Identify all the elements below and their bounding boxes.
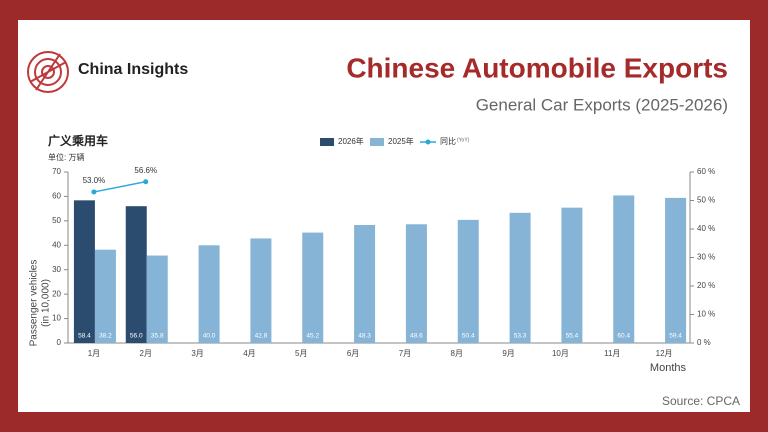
x-tick-label: 3月	[191, 349, 203, 358]
y-label: Passenger vehicles	[29, 260, 40, 347]
bar	[405, 224, 427, 343]
x-tick-label: 4月	[243, 349, 255, 358]
bar-value-label: 59.4	[669, 333, 682, 340]
bar	[73, 200, 95, 343]
bar	[302, 232, 324, 343]
y-tick-label: 50	[52, 216, 61, 225]
legend-label: 2025年	[388, 136, 414, 146]
y2-tick-label: 0 %	[697, 338, 711, 347]
bar	[125, 206, 147, 343]
y-tick-label: 60	[52, 192, 61, 201]
bar	[457, 219, 479, 343]
bar-value-label: 56.0	[130, 333, 143, 340]
legend-swatch	[425, 139, 431, 145]
point	[143, 179, 149, 185]
y2-tick-label: 10 %	[697, 310, 715, 319]
y2-tick-label: 40 %	[697, 224, 715, 233]
x-tick-label: 9月	[502, 349, 514, 358]
bar-value-label: 45.2	[306, 333, 319, 340]
y2-tick-label: 20 %	[697, 281, 715, 290]
x-tick-label: 12月	[656, 349, 673, 358]
y2-tick-label: 30 %	[697, 253, 715, 262]
bar-value-label: 58.4	[78, 333, 91, 340]
x-tick-label: 6月	[347, 349, 359, 358]
x-tick-label: 1月	[88, 349, 100, 358]
chart-heading: 广义乘用车	[48, 133, 108, 148]
bar-value-label: 55.4	[566, 333, 579, 340]
y2-tick-label: 50 %	[697, 196, 715, 205]
y-tick-label: 40	[52, 240, 61, 249]
bar	[198, 245, 220, 343]
bar-value-label: 48.3	[358, 333, 371, 340]
bar-value-label: 42.8	[255, 333, 268, 340]
y-tick-label: 30	[52, 265, 61, 274]
subtitle: General Car Exports (2025-2026)	[476, 95, 728, 114]
bar	[509, 212, 531, 343]
x-tick-label: 8月	[451, 349, 463, 358]
bar-value-label: 53.3	[514, 333, 527, 340]
legend-label: 同比	[440, 136, 456, 146]
y-tick-label: 10	[52, 314, 61, 323]
x-tick-label: 7月	[399, 349, 411, 358]
bar-value-label: 40.0	[203, 333, 216, 340]
legend-swatch	[320, 138, 334, 146]
line	[93, 180, 146, 193]
bar-value-label: 35.8	[151, 333, 164, 340]
y2-tick-label: 60 %	[697, 167, 715, 176]
x-tick-label: 2月	[140, 349, 152, 358]
x-label: Months	[650, 362, 687, 374]
unit: 单位: 万辆	[48, 152, 84, 162]
bar	[354, 225, 376, 343]
bar-value-label: 50.4	[462, 333, 475, 340]
bar	[665, 197, 687, 343]
title: Chinese Automobile Exports	[346, 52, 728, 83]
y-tick-label: 70	[52, 167, 61, 176]
point-label: 56.6%	[134, 166, 157, 175]
bar-value-label: 48.6	[410, 333, 423, 340]
point-label: 53.0%	[83, 176, 106, 185]
legend-swatch	[370, 138, 384, 146]
x-tick-label: 5月	[295, 349, 307, 358]
y-label: (in 10,000)	[41, 279, 52, 327]
bar	[250, 238, 272, 343]
bar-value-label: 60.4	[617, 333, 630, 340]
bar	[146, 255, 168, 343]
bar	[613, 195, 635, 343]
logo	[27, 51, 69, 93]
bar-value-label: 38.2	[99, 333, 112, 340]
y-tick-label: 20	[52, 289, 61, 298]
bar	[94, 249, 116, 343]
x-tick-label: 10月	[552, 349, 569, 358]
legend-label: 2026年	[338, 136, 364, 146]
legend-note: (YoY)	[457, 137, 470, 143]
x-tick-label: 11月	[604, 349, 620, 358]
bar	[561, 207, 583, 343]
source: Source: CPCA	[662, 394, 740, 408]
y-tick-label: 0	[57, 338, 62, 347]
brand: China Insights	[78, 61, 188, 78]
point	[91, 189, 97, 195]
